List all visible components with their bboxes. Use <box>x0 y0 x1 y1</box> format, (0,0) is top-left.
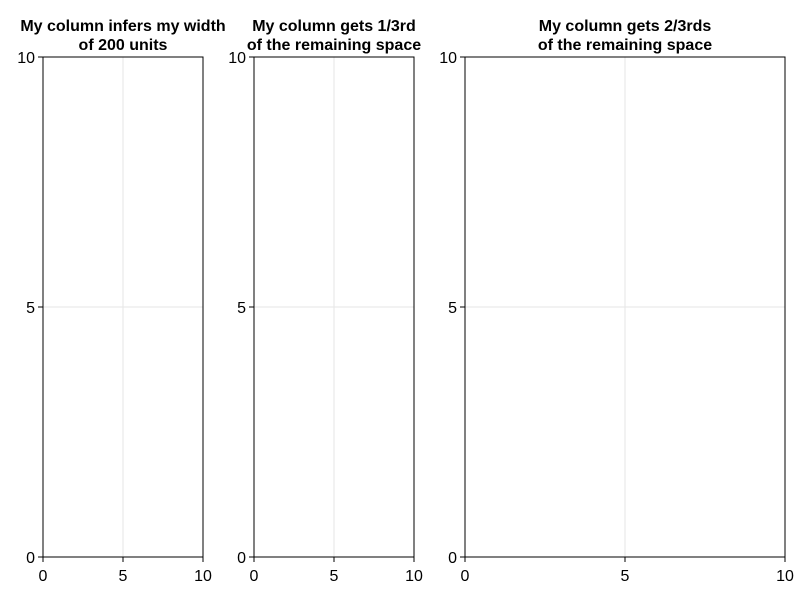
panel-3: My column gets 2/3rds of the remaining s… <box>439 18 794 585</box>
panel-1-x-tick-label: 0 <box>39 568 48 585</box>
panel-2-title-line-2: of the remaining space <box>247 37 421 54</box>
panel-2-y-tick-label: 5 <box>237 300 246 317</box>
panel-1-plot-area: 0 5 10 0 5 10 <box>17 50 212 585</box>
panel-3-plot-area: 0 5 10 0 5 10 <box>439 50 794 585</box>
panel-2-x-tick-label: 5 <box>330 568 339 585</box>
panel-2-x-tick-label: 0 <box>250 568 259 585</box>
panel-3-x-tick-label: 10 <box>776 568 794 585</box>
panel-3-y-tick-label: 0 <box>448 550 457 567</box>
panel-3-y-tick-label: 5 <box>448 300 457 317</box>
panel-2-y-tick-label: 0 <box>237 550 246 567</box>
panel-1-y-tick-label: 5 <box>26 300 35 317</box>
panel-1-title-line-2: of 200 units <box>79 37 168 54</box>
panel-3-y-tick-label: 10 <box>439 50 457 67</box>
panel-2-title-line-1: My column gets 1/3rd <box>252 18 416 35</box>
panel-1-x-tick-label: 10 <box>194 568 212 585</box>
panel-2-x-tick-label: 10 <box>405 568 423 585</box>
panel-1-title-line-1: My column infers my width <box>20 18 225 35</box>
panel-1-y-tick-label: 10 <box>17 50 35 67</box>
panel-1-y-tick-label: 0 <box>26 550 35 567</box>
panel-2-y-tick-label: 10 <box>228 50 246 67</box>
panel-1: My column infers my width of 200 units 0… <box>17 18 225 585</box>
panel-3-x-tick-label: 5 <box>621 568 630 585</box>
panel-1-x-tick-label: 5 <box>119 568 128 585</box>
panel-3-title-line-2: of the remaining space <box>538 37 712 54</box>
panel-3-title-line-1: My column gets 2/3rds <box>539 18 712 35</box>
panel-2-plot-area: 0 5 10 0 5 10 <box>228 50 423 585</box>
panel-3-x-tick-label: 0 <box>461 568 470 585</box>
panel-2: My column gets 1/3rd of the remaining sp… <box>228 18 423 585</box>
